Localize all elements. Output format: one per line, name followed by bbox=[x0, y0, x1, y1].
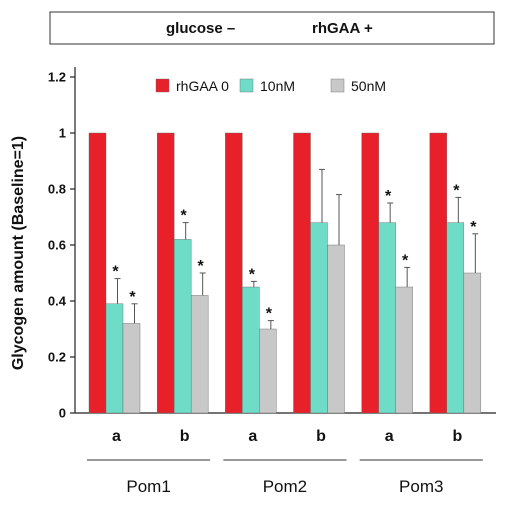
legend-swatch bbox=[330, 78, 345, 93]
category-label: b bbox=[316, 428, 326, 445]
axes: 0 0.2 0.4 0.6 0.8 1 1.2 Glycogen amount (Baseli… bbox=[10, 67, 496, 421]
legend-swatch bbox=[155, 78, 170, 93]
y-tick-label: 0 bbox=[59, 406, 66, 421]
bar-rhgaa-0 bbox=[361, 132, 379, 414]
y-tick-label: 0.4 bbox=[48, 294, 67, 309]
category-label: b bbox=[180, 428, 190, 445]
category-label: a bbox=[248, 428, 257, 445]
y-tick-label: 1 bbox=[59, 126, 66, 141]
bar-10nm bbox=[378, 222, 396, 414]
bar-10nm bbox=[105, 303, 124, 414]
bar-50nm bbox=[327, 244, 345, 414]
x-axis-labels: a b a b a b Pom1 Pom2 Pom3 bbox=[87, 428, 483, 496]
significance-star: * bbox=[112, 264, 119, 281]
bar-10nm bbox=[446, 222, 465, 414]
y-tick-label: 1.2 bbox=[48, 70, 66, 85]
bar-50nm bbox=[395, 286, 413, 414]
bar-10nm bbox=[310, 222, 328, 414]
bar-10nm bbox=[173, 239, 192, 414]
significance-star: * bbox=[129, 289, 136, 306]
bar-50nm bbox=[259, 328, 277, 414]
legend-swatch bbox=[239, 78, 254, 93]
group-label: Pom1 bbox=[126, 477, 170, 496]
significance-star: * bbox=[453, 182, 460, 199]
significance-star: * bbox=[198, 258, 205, 275]
significance-star: * bbox=[266, 306, 273, 323]
bar-rhgaa-0 bbox=[293, 132, 311, 414]
bar-50nm bbox=[463, 272, 482, 414]
y-tick-label: 0.8 bbox=[48, 182, 66, 197]
bar-rhgaa-0 bbox=[429, 132, 448, 414]
y-tick-label: 0.2 bbox=[48, 350, 66, 365]
category-label: b bbox=[452, 428, 462, 445]
header-glucose-label: glucose – bbox=[166, 20, 235, 37]
significance-star: * bbox=[470, 219, 477, 236]
legend-label: rhGAA 0 bbox=[176, 78, 229, 94]
significance-star: * bbox=[385, 188, 392, 205]
bar-rhgaa-0 bbox=[156, 132, 175, 414]
bar-10nm bbox=[242, 286, 260, 414]
legend-label: 10nM bbox=[260, 78, 295, 94]
category-label: a bbox=[385, 428, 394, 445]
bar-rhgaa-0 bbox=[88, 132, 107, 414]
legend-label: 50nM bbox=[351, 78, 386, 94]
bar-50nm bbox=[190, 295, 209, 414]
bar-rhgaa-0 bbox=[225, 132, 243, 414]
condition-header-box bbox=[49, 11, 495, 45]
header-rhgaa-label: rhGAA + bbox=[312, 20, 373, 37]
significance-star: * bbox=[249, 266, 256, 283]
bars: * * * * * * * * * * bbox=[88, 132, 482, 414]
bar-50nm bbox=[122, 323, 141, 414]
legend: rhGAA 0 10nM 50nM bbox=[155, 78, 386, 94]
group-label: Pom3 bbox=[399, 477, 443, 496]
y-tick-label: 0.6 bbox=[48, 238, 66, 253]
significance-star: * bbox=[402, 252, 409, 269]
significance-star: * bbox=[181, 208, 188, 225]
condition-header: glucose – rhGAA + bbox=[49, 11, 495, 45]
group-label: Pom2 bbox=[263, 477, 307, 496]
y-axis-title: Glycogen amount (Baseline=1) bbox=[10, 136, 27, 370]
category-label: a bbox=[112, 428, 121, 445]
